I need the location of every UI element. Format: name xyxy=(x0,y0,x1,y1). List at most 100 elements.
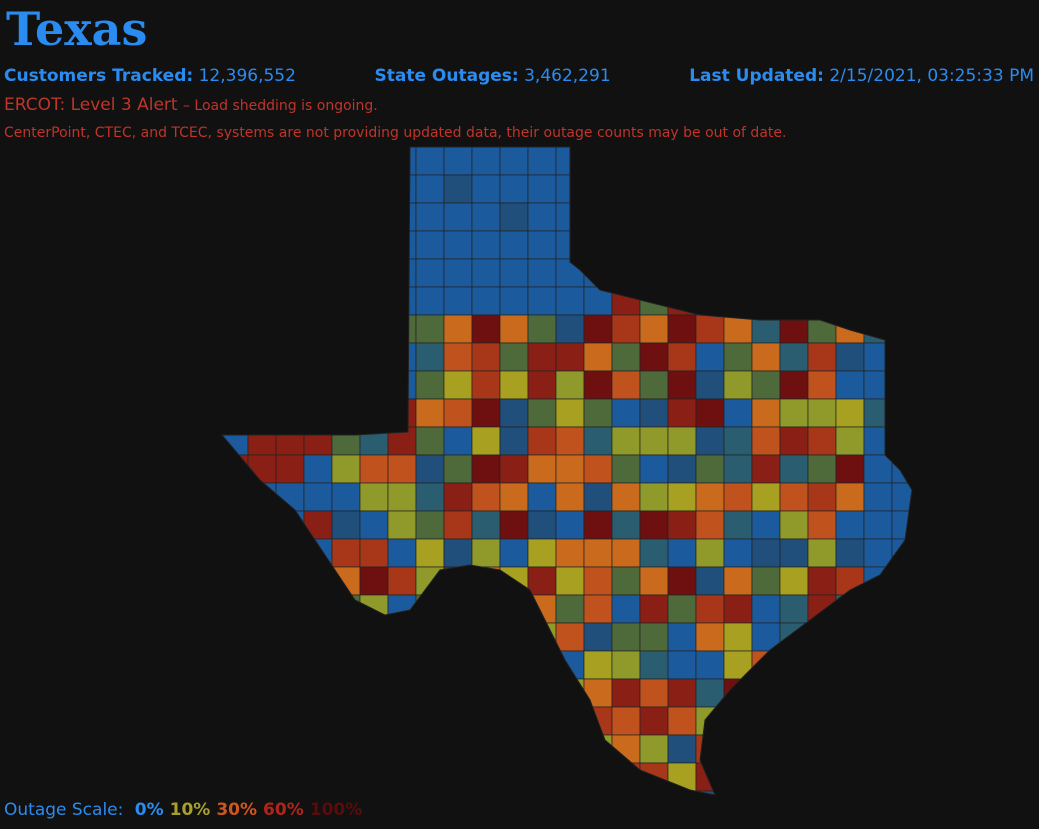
county xyxy=(443,678,473,708)
county xyxy=(471,594,501,624)
county xyxy=(471,678,501,708)
county xyxy=(695,398,725,428)
stat-label: Last Updated: xyxy=(689,66,824,86)
county xyxy=(639,622,669,652)
county xyxy=(835,762,865,792)
state-outline xyxy=(220,146,913,796)
county xyxy=(275,510,305,540)
county xyxy=(723,314,753,344)
county xyxy=(359,734,389,764)
scale-step: 30% xyxy=(216,800,258,820)
county xyxy=(863,314,893,344)
county xyxy=(443,622,473,652)
county xyxy=(723,370,753,400)
county xyxy=(835,314,865,344)
county xyxy=(331,370,361,400)
county xyxy=(835,622,865,652)
county xyxy=(639,482,669,512)
county xyxy=(499,566,529,596)
county xyxy=(611,286,641,316)
county xyxy=(751,706,781,736)
county xyxy=(639,706,669,736)
county xyxy=(863,454,893,484)
county xyxy=(807,370,837,400)
county xyxy=(331,286,361,316)
county xyxy=(611,706,641,736)
county xyxy=(863,286,893,316)
county xyxy=(443,734,473,764)
county xyxy=(779,314,809,344)
county xyxy=(611,370,641,400)
county xyxy=(835,706,865,736)
county xyxy=(275,258,305,288)
county xyxy=(499,258,529,288)
county xyxy=(723,622,753,652)
county xyxy=(499,426,529,456)
county xyxy=(359,622,389,652)
county xyxy=(331,398,361,428)
county xyxy=(891,426,912,456)
county xyxy=(835,230,865,260)
county xyxy=(723,678,753,708)
county xyxy=(639,678,669,708)
county xyxy=(275,734,305,764)
county xyxy=(807,147,837,176)
county xyxy=(387,594,417,624)
county xyxy=(222,398,249,428)
county xyxy=(303,790,333,795)
county xyxy=(275,622,305,652)
county xyxy=(331,538,361,568)
county xyxy=(555,286,585,316)
county xyxy=(583,286,613,316)
county xyxy=(723,286,753,316)
outage-scale: Outage Scale: 0% 10% 30% 60% 100% xyxy=(4,800,362,820)
county xyxy=(499,342,529,372)
county xyxy=(275,314,305,344)
county xyxy=(751,370,781,400)
county xyxy=(583,510,613,540)
county xyxy=(779,762,809,792)
county xyxy=(611,510,641,540)
county xyxy=(222,622,249,652)
county xyxy=(807,650,837,680)
county xyxy=(611,566,641,596)
county xyxy=(275,454,305,484)
county xyxy=(807,286,837,316)
county xyxy=(331,454,361,484)
county xyxy=(667,174,697,204)
county xyxy=(527,454,557,484)
county xyxy=(555,594,585,624)
county xyxy=(583,678,613,708)
county xyxy=(891,706,912,736)
county xyxy=(807,342,837,372)
county xyxy=(303,734,333,764)
county xyxy=(639,594,669,624)
county xyxy=(779,342,809,372)
county xyxy=(247,482,277,512)
stat-label: Customers Tracked: xyxy=(4,66,194,86)
county xyxy=(667,538,697,568)
county xyxy=(807,174,837,204)
county xyxy=(499,286,529,316)
county xyxy=(779,426,809,456)
county xyxy=(359,454,389,484)
county xyxy=(303,622,333,652)
county xyxy=(555,454,585,484)
county xyxy=(359,426,389,456)
county xyxy=(499,370,529,400)
county xyxy=(723,202,753,232)
county xyxy=(863,202,893,232)
county xyxy=(247,398,277,428)
county xyxy=(639,147,669,176)
county xyxy=(667,566,697,596)
county xyxy=(751,762,781,792)
county xyxy=(807,566,837,596)
county xyxy=(527,762,557,792)
county xyxy=(275,286,305,316)
county xyxy=(751,426,781,456)
county xyxy=(695,622,725,652)
county xyxy=(471,650,501,680)
county xyxy=(471,370,501,400)
county xyxy=(415,147,445,176)
county xyxy=(527,566,557,596)
